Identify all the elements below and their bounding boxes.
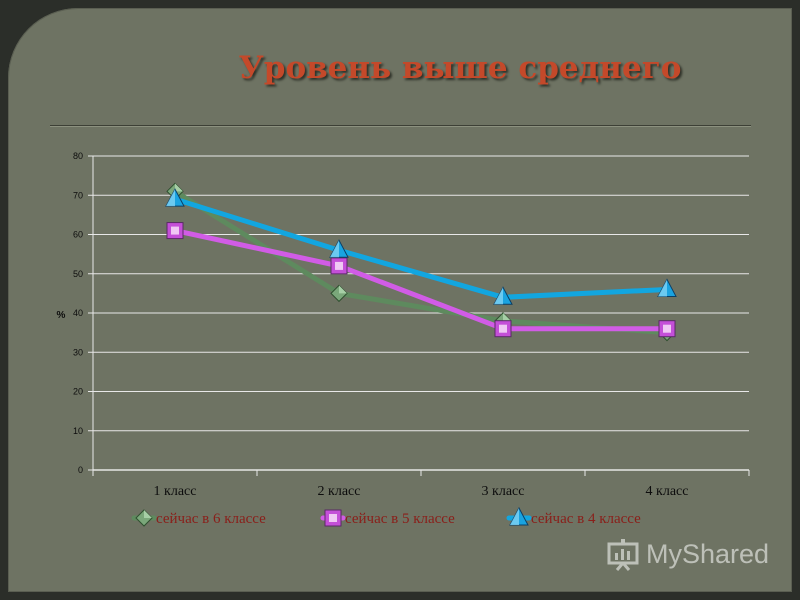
marker-highlight: [335, 261, 343, 270]
data-point: [330, 257, 348, 275]
series-line: [172, 228, 670, 332]
marker-highlight: [663, 324, 671, 333]
marker-highlight: [339, 285, 347, 294]
marker-highlight: [166, 189, 175, 207]
slide-background: [8, 8, 792, 592]
data-point: [509, 506, 529, 526]
y-axis-label: %: [57, 310, 66, 321]
y-tick-label: 50: [73, 269, 83, 279]
marker-highlight: [499, 324, 507, 333]
data-point: [135, 509, 153, 527]
presentation-board-icon: [607, 539, 639, 571]
x-tick-label: 2 класс: [318, 484, 361, 499]
y-tick-label: 0: [78, 465, 83, 475]
marker-highlight: [171, 226, 179, 235]
x-tick-label: 4 класс: [646, 484, 689, 499]
data-point: [165, 188, 185, 207]
data-point: [658, 320, 676, 338]
marker-highlight: [503, 312, 511, 321]
watermark-text: MyShared: [646, 538, 770, 569]
y-tick-label: 70: [73, 190, 83, 200]
legend-label: сейчас в 5 классе: [345, 511, 455, 527]
marker-highlight: [175, 183, 183, 192]
data-point: [330, 284, 348, 303]
y-tick-label: 40: [73, 308, 83, 318]
series-line: [172, 188, 670, 336]
marker-highlight: [510, 508, 519, 525]
data-point: [324, 509, 342, 527]
y-tick-label: 30: [73, 347, 83, 357]
series-lines: [165, 182, 677, 342]
x-tick-label: 3 класс: [482, 484, 525, 499]
y-tick-label: 20: [73, 387, 83, 397]
data-point: [494, 320, 512, 338]
marker-highlight: [494, 287, 503, 305]
data-point: [166, 222, 184, 240]
data-point: [493, 286, 513, 305]
data-point: [329, 239, 349, 258]
marker-highlight: [329, 514, 337, 522]
y-tick-label: 80: [73, 151, 83, 161]
legend: сейчас в 6 классе сейчас в 5 классе сейчас…: [131, 506, 641, 527]
x-tick-label: 1 класс: [154, 484, 197, 499]
legend-label: сейчас в 6 классе: [156, 511, 266, 527]
title-divider: [50, 125, 751, 127]
legend-label: сейчас в 4 классе: [531, 511, 641, 527]
series-line: [172, 196, 670, 300]
slide-title: Уровень выше среднего: [238, 50, 682, 86]
axes: 0 10 20 30 40 50 60 70 80% 1 класс 2 класс 3 класс 4…: [57, 151, 750, 499]
marker-highlight: [658, 279, 667, 297]
myshared-watermark: MyShared: [606, 536, 769, 572]
marker-highlight: [144, 510, 152, 518]
data-point: [657, 278, 677, 297]
y-tick-label: 60: [73, 230, 83, 240]
y-tick-label: 10: [73, 426, 83, 436]
